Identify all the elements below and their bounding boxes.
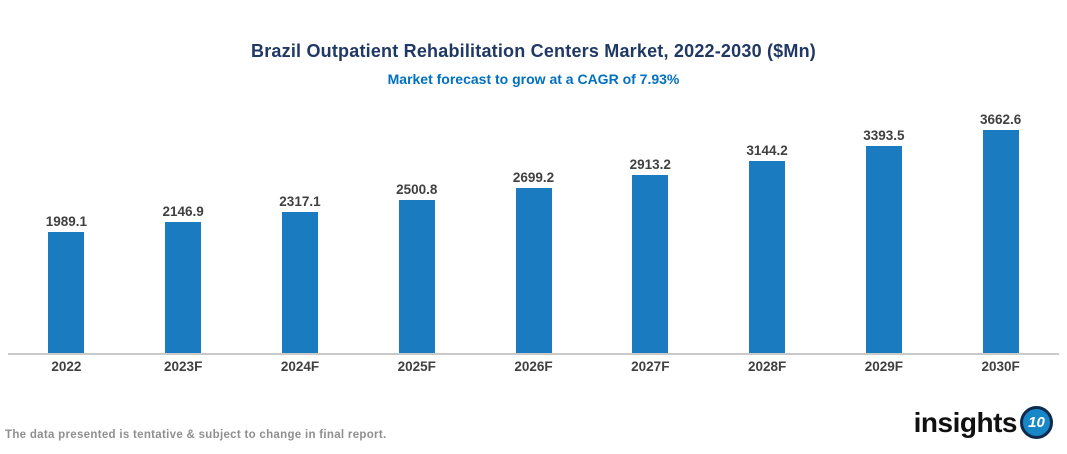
x-axis-tick-label: 2022 — [51, 359, 82, 374]
bar — [749, 161, 786, 353]
bar-value-label: 2913.2 — [629, 157, 671, 172]
bar — [632, 175, 669, 353]
bar — [165, 222, 202, 353]
bar-slot: 2699.2 — [475, 170, 592, 353]
x-axis-tick-label: 2026F — [514, 359, 553, 374]
bar-value-label: 3662.6 — [979, 112, 1022, 127]
x-axis-line — [8, 353, 1059, 355]
bar-slot: 3144.2 — [709, 143, 826, 353]
bar-value-label: 3393.5 — [863, 128, 905, 143]
bar — [865, 146, 902, 353]
bar-value-label: 2146.9 — [162, 204, 204, 219]
bar-value-label: 2317.1 — [279, 194, 321, 209]
x-axis-tick-label: 2028F — [747, 359, 787, 374]
logo-badge-circle: 10 — [1020, 406, 1053, 439]
bar-value-label: 2500.8 — [396, 182, 438, 197]
bar-slot: 1989.1 — [8, 214, 125, 353]
logo-wordmark: insights — [913, 406, 1018, 438]
bar — [281, 212, 318, 353]
x-axis-tick-labels: 2022 2023F 2024F 2025F 2026F 2027F 2028F 2029F 2… — [8, 359, 1059, 374]
chart-subtitle: Market forecast to grow at a CAGR of 7.9… — [387, 71, 680, 87]
bar-slot: 3662.6 — [942, 112, 1059, 353]
x-axis-tick-label: 2027F — [631, 359, 670, 374]
bar — [515, 188, 552, 353]
x-axis-tick-label: 2030F — [981, 359, 1020, 374]
bar-value-label: 3144.2 — [746, 143, 788, 158]
bar-slot: 2913.2 — [592, 157, 709, 353]
x-axis-tick-label: 2025F — [397, 359, 436, 374]
bar-slot: 2500.8 — [358, 182, 475, 353]
footer-disclaimer: The data presented is tentative & subjec… — [5, 429, 387, 441]
chart-title: Brazil Outpatient Rehabilitation Centers… — [251, 41, 816, 61]
bar-chart: 1989.1 2146.9 2317.1 2500.8 2699.2 2913.2 3144… — [8, 91, 1059, 374]
insights10-logo: insights 10 — [914, 406, 1053, 439]
bar — [982, 130, 1019, 353]
x-axis-tick-label: 2024F — [280, 359, 320, 374]
bar — [48, 232, 85, 353]
bar-slot: 3393.5 — [825, 128, 942, 353]
bar-series: 1989.1 2146.9 2317.1 2500.8 2699.2 2913.2 3144… — [8, 91, 1059, 353]
bar — [398, 200, 435, 353]
bar-value-label: 1989.1 — [45, 214, 88, 229]
x-axis-tick-label: 2029F — [864, 359, 903, 374]
x-axis-tick-label: 2023F — [164, 359, 203, 374]
bar-slot: 2146.9 — [125, 204, 242, 353]
bar-value-label: 2699.2 — [512, 170, 555, 185]
bar-slot: 2317.1 — [242, 194, 359, 353]
